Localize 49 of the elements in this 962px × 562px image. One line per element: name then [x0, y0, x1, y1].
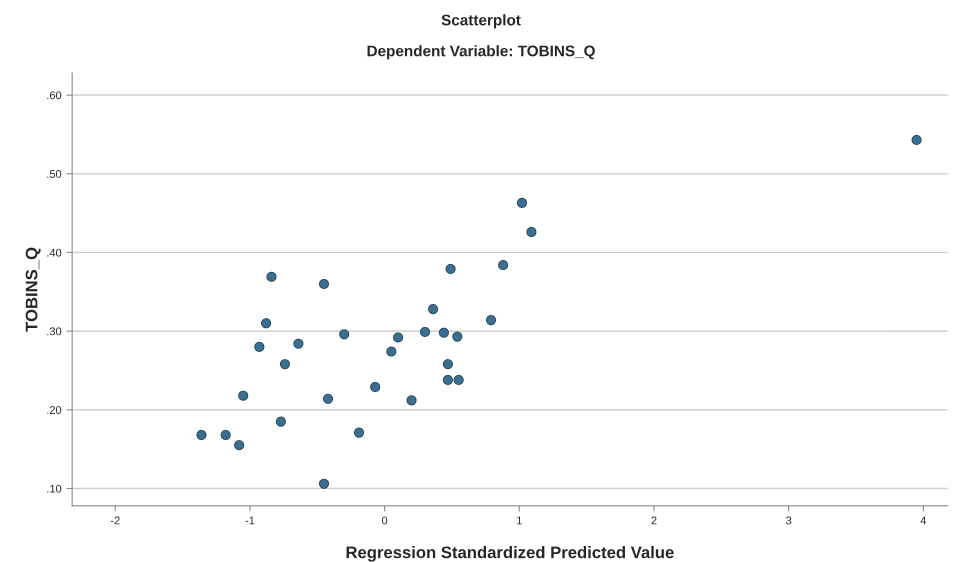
x-tick-label: -2 [110, 516, 120, 524]
x-tick-label: 1 [517, 516, 522, 524]
point [486, 315, 496, 326]
point [526, 226, 536, 238]
y-tick-label: .40 [47, 248, 62, 257]
point [442, 374, 453, 385]
point [234, 440, 244, 450]
point [196, 430, 207, 440]
point [261, 318, 272, 328]
y-tick-label: .10 [47, 484, 62, 493]
point [354, 428, 364, 438]
x-axis-title: Regression Standardized Predicted Value [346, 546, 674, 562]
point [318, 478, 330, 489]
point [276, 416, 286, 427]
point [386, 346, 396, 357]
x-tick-label: 4 [920, 516, 926, 524]
point [420, 326, 430, 337]
point [220, 430, 231, 440]
x-tick-label: 2 [651, 516, 656, 524]
x-tick-label: -1 [245, 516, 254, 524]
point [238, 390, 248, 401]
point [498, 260, 508, 270]
point [442, 359, 453, 370]
point [406, 395, 417, 406]
y-tick-label: .50 [47, 170, 62, 178]
point [322, 394, 334, 404]
x-tick-label: 0 [382, 516, 388, 524]
point [293, 338, 304, 349]
point [446, 264, 456, 274]
point [280, 359, 290, 370]
point [254, 342, 264, 352]
point [428, 304, 438, 314]
point [516, 198, 528, 208]
point [370, 382, 380, 392]
point [438, 328, 449, 338]
point [339, 329, 350, 340]
point [454, 374, 464, 385]
point [266, 272, 277, 282]
chart-subtitle: Dependent Variable: TOBINS_Q [368, 45, 595, 60]
point [392, 332, 404, 343]
point [318, 278, 330, 289]
y-axis-title: TOBINS_Q [26, 248, 41, 332]
x-tick-label: 3 [786, 516, 792, 524]
y-tick-label: .20 [47, 406, 62, 414]
y-tick-label: .30 [47, 327, 62, 336]
point [452, 332, 462, 342]
y-tick-label: .60 [47, 91, 62, 100]
chart-title: Scatterplot [442, 14, 521, 28]
point [912, 134, 922, 146]
